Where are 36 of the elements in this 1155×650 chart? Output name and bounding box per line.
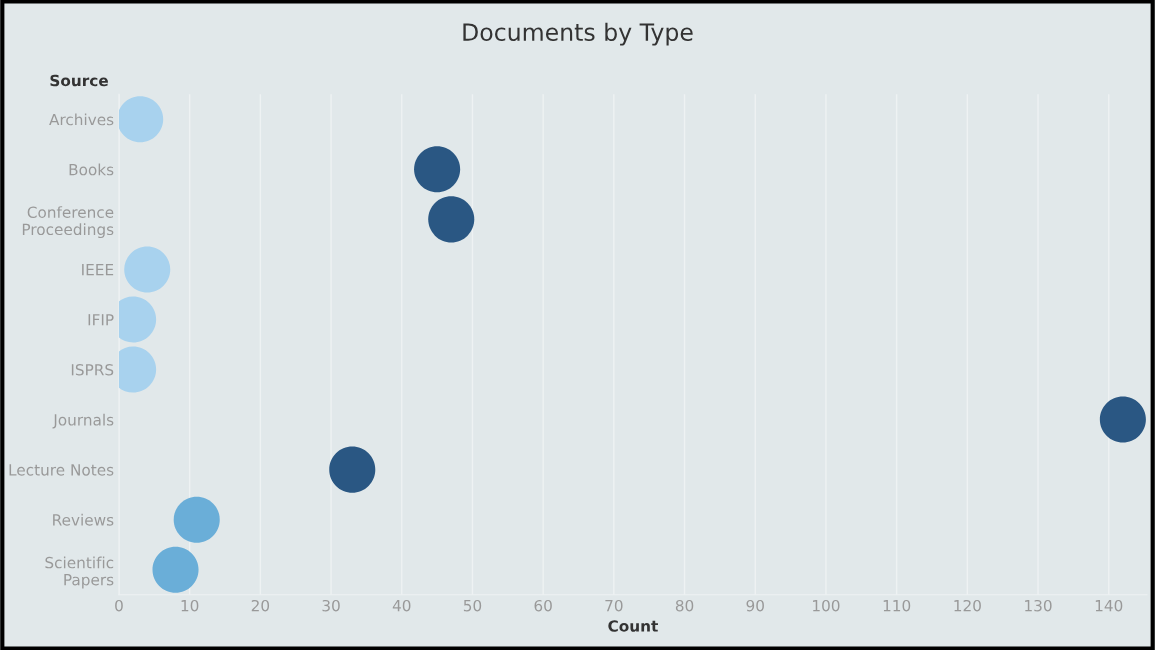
point (152, 546, 199, 593)
y-tick-label: ISPRS (71, 363, 114, 376)
y-tick-label: IFIP (88, 314, 114, 326)
x-tick-label: 10 (181, 599, 199, 612)
point (414, 146, 461, 193)
y-tick-label: Journals (52, 413, 114, 429)
x-tick-label: 120 (954, 599, 981, 612)
point (124, 246, 171, 293)
y-tick-label: Books (69, 163, 114, 176)
chart-title: Documents by Type (463, 22, 693, 46)
y-tick-label: Archives (49, 113, 114, 126)
point (1099, 396, 1146, 443)
point (118, 96, 164, 143)
x-tick-label: 90 (746, 599, 764, 612)
x-tick-label: 60 (534, 599, 552, 612)
y-tick-label: Scientific Papers (45, 556, 114, 589)
x-tick-label: 40 (392, 599, 411, 612)
y-tick-label: Conference Proceedings (22, 206, 114, 239)
y-tick-label: IEEE (82, 264, 114, 276)
x-tick-label: 140 (1095, 599, 1123, 612)
x-tick-label: 20 (251, 599, 270, 612)
x-tick-label: 0 (115, 599, 123, 612)
x-tick-label: 30 (322, 599, 340, 612)
point (428, 196, 475, 243)
point (173, 496, 220, 543)
y-tick-label: Reviews (53, 513, 114, 526)
x-tick-label: 70 (605, 599, 623, 612)
point (329, 446, 376, 493)
y-tick-label: Lecture Notes (9, 464, 114, 476)
x-tick-label: 50 (463, 599, 482, 612)
x-tick-label: 130 (1025, 599, 1052, 612)
x-tick-label: 80 (675, 599, 694, 612)
x-tick-label: 100 (813, 599, 840, 612)
x-tick-label: 110 (883, 599, 911, 612)
x-axis-title: Count (608, 620, 658, 632)
y-axis-title: Source (50, 74, 108, 87)
